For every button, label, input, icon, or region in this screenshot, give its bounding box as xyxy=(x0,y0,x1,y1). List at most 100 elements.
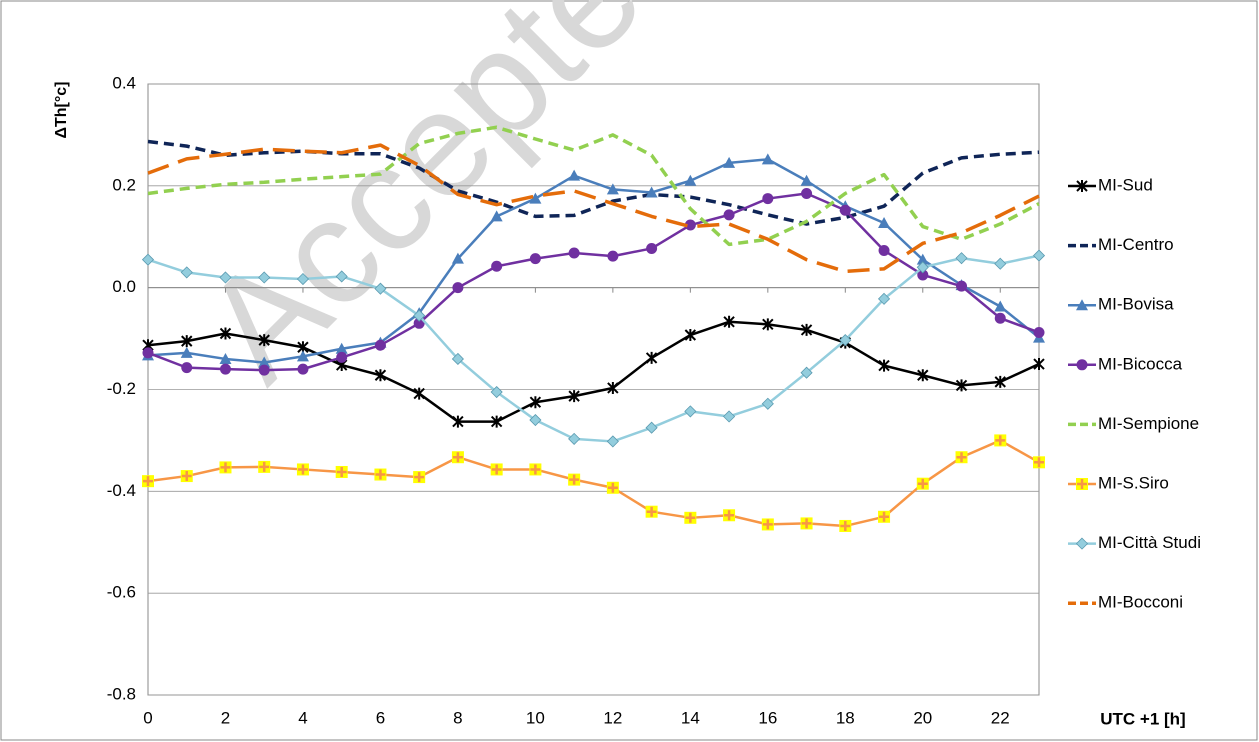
x-tick-label: 22 xyxy=(991,708,1010,727)
marker-cross xyxy=(143,476,153,487)
legend-label: MI-Centro xyxy=(1098,235,1174,254)
y-axis-label: ΔTh[°c] xyxy=(53,82,70,139)
marker xyxy=(335,270,348,283)
marker xyxy=(645,186,658,198)
marker xyxy=(529,463,542,476)
marker-cross xyxy=(336,466,347,477)
marker xyxy=(761,518,774,531)
marker xyxy=(878,244,890,256)
marker xyxy=(258,334,270,347)
marker xyxy=(723,315,735,328)
marker xyxy=(490,210,503,222)
marker xyxy=(994,300,1007,312)
marker xyxy=(761,153,774,165)
legend-label: MI-Sempione xyxy=(1098,414,1199,433)
marker xyxy=(374,369,387,382)
marker-cross xyxy=(646,506,657,517)
marker xyxy=(800,323,813,336)
marker xyxy=(452,415,464,428)
marker-cross xyxy=(879,511,890,522)
marker xyxy=(839,204,851,216)
x-tick-label: 20 xyxy=(913,708,932,727)
marker xyxy=(878,359,890,372)
marker xyxy=(839,334,852,347)
marker xyxy=(335,342,348,354)
marker-cross xyxy=(181,471,192,482)
marker xyxy=(606,183,619,195)
marker xyxy=(258,460,271,473)
marker-cross xyxy=(220,462,231,473)
marker xyxy=(142,475,154,488)
marker xyxy=(374,339,386,351)
marker xyxy=(723,509,736,522)
marker xyxy=(141,253,155,266)
marker xyxy=(258,356,271,368)
marker-cross xyxy=(297,464,308,475)
marker xyxy=(1032,249,1046,262)
marker xyxy=(374,468,387,481)
marker xyxy=(994,257,1007,270)
y-tick-label: 0.2 xyxy=(112,175,136,194)
marker xyxy=(994,312,1006,324)
marker xyxy=(684,511,697,524)
marker xyxy=(606,435,619,448)
marker xyxy=(761,397,774,410)
marker xyxy=(452,282,464,294)
marker-cross xyxy=(491,464,502,475)
marker xyxy=(180,470,193,483)
series-line xyxy=(147,254,1040,443)
marker xyxy=(529,396,542,409)
x-tick-label: 6 xyxy=(376,708,385,727)
legend-label: MI-S.Siro xyxy=(1098,473,1169,492)
marker xyxy=(258,271,271,284)
marker xyxy=(219,271,232,284)
marker xyxy=(762,193,774,205)
marker xyxy=(839,519,852,532)
marker xyxy=(1076,180,1088,192)
marker xyxy=(451,451,464,464)
marker xyxy=(723,410,736,423)
x-tick-label: 18 xyxy=(836,708,855,727)
marker xyxy=(296,463,309,476)
marker-cross xyxy=(607,482,618,493)
legend-label: MI-Bocconi xyxy=(1098,593,1183,612)
marker-cross xyxy=(762,519,773,530)
marker-cross xyxy=(569,474,580,485)
marker xyxy=(568,473,581,486)
marker xyxy=(645,351,658,364)
marker xyxy=(180,266,193,279)
y-tick-label: 0.0 xyxy=(112,277,136,296)
marker xyxy=(529,192,542,204)
marker xyxy=(916,261,929,274)
marker xyxy=(916,477,929,490)
marker xyxy=(684,174,697,186)
y-tick-label: -0.2 xyxy=(107,379,136,398)
marker xyxy=(258,364,270,376)
marker xyxy=(606,481,619,494)
marker xyxy=(1076,359,1088,371)
marker-cross xyxy=(1034,457,1044,468)
marker xyxy=(335,465,348,478)
marker xyxy=(142,347,154,359)
x-tick-label: 12 xyxy=(603,708,622,727)
marker xyxy=(374,282,387,295)
marker xyxy=(1033,358,1045,371)
marker xyxy=(684,329,697,342)
marker xyxy=(607,250,619,262)
legend-label: MI-Bovisa xyxy=(1098,295,1174,314)
marker xyxy=(490,463,503,476)
marker-cross xyxy=(724,510,735,521)
marker-cross xyxy=(685,512,696,523)
x-tick-label: 16 xyxy=(758,708,777,727)
marker-cross xyxy=(375,469,386,480)
marker-cross xyxy=(840,520,851,531)
y-tick-label: -0.4 xyxy=(107,481,136,500)
marker-cross xyxy=(259,461,270,472)
marker xyxy=(800,366,813,379)
series-line xyxy=(147,320,1040,423)
marker xyxy=(490,415,503,428)
marker xyxy=(529,413,542,427)
x-tick-label: 10 xyxy=(526,708,545,727)
marker xyxy=(645,421,658,434)
